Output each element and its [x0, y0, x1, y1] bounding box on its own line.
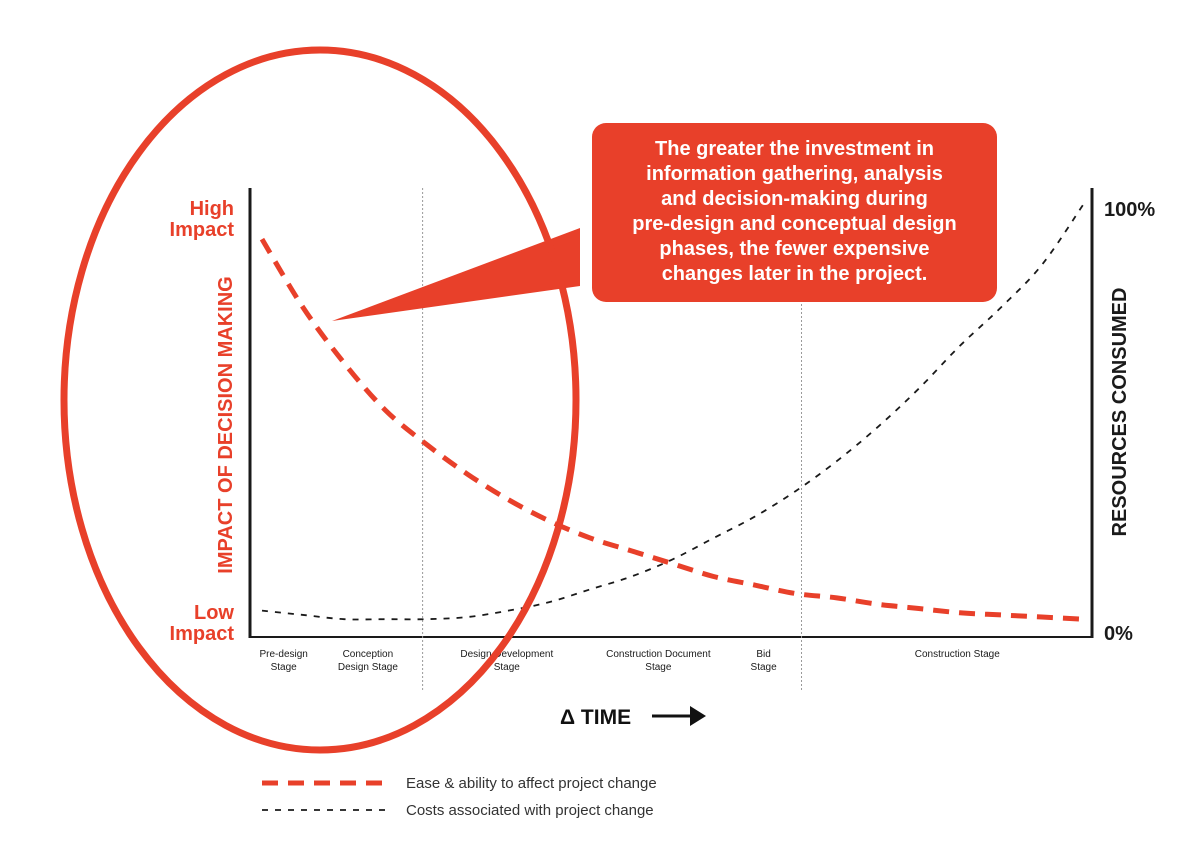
callout-pointer [332, 228, 580, 321]
stage-label-2-line1: Stage [494, 662, 521, 673]
series-line-0 [259, 237, 1084, 622]
callout-box [592, 123, 997, 302]
legend-label-costs: Costs associated with project change [406, 802, 654, 819]
callout: The greater the investment in information… [332, 123, 997, 321]
stage-label-0-line1: Stage [271, 662, 298, 673]
left-top-label-line1: High [190, 198, 234, 220]
right-bottom-label: 0% [1104, 623, 1133, 645]
series-group [259, 204, 1084, 622]
right-axis-title: RESOURCES CONSUMED [1109, 288, 1131, 537]
stage-label-0-line0: Pre-design [260, 649, 308, 660]
callout-line-0: The greater the investment in [655, 138, 934, 160]
legend: Ease & ability to affect project change … [262, 775, 657, 819]
callout-line-4: phases, the fewer expensive [659, 238, 929, 260]
left-axis-title: IMPACT OF DECISION MAKING [215, 276, 237, 573]
stage-label-2-line0: Design Development [460, 649, 553, 660]
left-bottom-label-line2: Impact [170, 623, 235, 645]
stage-label-5-line0: Construction Stage [915, 649, 1000, 660]
right-top-label: 100% [1104, 199, 1155, 221]
callout-line-1: information gathering, analysis [646, 163, 943, 185]
stage-label-4-line1: Stage [751, 662, 778, 673]
callout-line-3: pre-design and conceptual design [632, 213, 957, 235]
stage-labels: Pre-design Stage Conception Design Stage Des… [260, 649, 1001, 673]
time-arrow-icon [652, 706, 706, 726]
stage-label-1-line1: Design Stage [338, 662, 398, 673]
stage-label-3-line1: Stage [645, 662, 672, 673]
series-line-1 [261, 204, 1084, 621]
left-bottom-label-line1: Low [194, 602, 234, 624]
emphasis-ellipse [60, 46, 580, 754]
stage-label-1-line0: Conception [343, 649, 394, 660]
callout-line-2: and decision-making during [661, 188, 928, 210]
x-axis-title: Δ TIME [560, 706, 631, 729]
callout-line-5: changes later in the project. [662, 263, 928, 285]
left-top-label-line2: Impact [170, 219, 235, 241]
legend-label-ease: Ease & ability to affect project change [406, 775, 657, 792]
stage-label-3-line0: Construction Document [606, 649, 711, 660]
stage-label-4-line0: Bid [756, 649, 770, 660]
